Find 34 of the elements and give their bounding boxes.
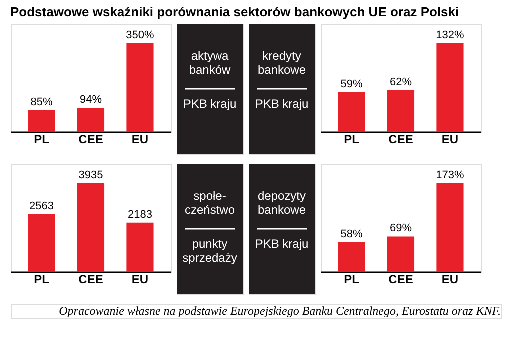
data-label: 2183 bbox=[128, 208, 152, 221]
x-tick-label: EU bbox=[132, 272, 149, 286]
data-label: 3935 bbox=[78, 169, 104, 182]
x-tick-label: CEE bbox=[78, 132, 104, 146]
text: PKB kraju bbox=[255, 97, 309, 111]
x-tick-label: EU bbox=[132, 132, 149, 146]
x-tick-label: PL bbox=[34, 132, 50, 146]
data-label: 62% bbox=[390, 76, 412, 88]
x-tick-label: PL bbox=[34, 272, 50, 286]
x-tick-label: EU bbox=[442, 272, 459, 286]
data-label: 2563 bbox=[30, 200, 54, 212]
text: depozyty bankowe bbox=[258, 189, 306, 217]
x-tick-label: CEE bbox=[388, 272, 414, 286]
text: PKB kraju bbox=[183, 97, 237, 111]
text: społe- czeństwo bbox=[184, 189, 236, 217]
data-label: 58% bbox=[340, 228, 363, 240]
text: punkty sprzedaży bbox=[182, 237, 238, 265]
data-label: 94% bbox=[80, 94, 102, 106]
text: PKB kraju bbox=[255, 237, 309, 251]
text: kredyty bankowe bbox=[258, 49, 306, 77]
data-label: 85% bbox=[30, 96, 53, 108]
x-tick-label: EU bbox=[442, 132, 459, 146]
x-tick-label: PL bbox=[344, 272, 360, 286]
text: Opracowanie własne na podstawie Europejskiego Banku Centralnego, Eurostatu oraz KNF. bbox=[59, 304, 501, 318]
text: Podstawowe wskaźniki porównania sektorów bankowych UE oraz Polski bbox=[10, 4, 460, 20]
text: aktywa banków bbox=[189, 49, 232, 77]
x-tick-label: PL bbox=[344, 132, 360, 146]
data-label: 350% bbox=[126, 29, 155, 42]
x-tick-label: CEE bbox=[78, 272, 104, 286]
data-label: 132% bbox=[436, 29, 465, 42]
data-label: 59% bbox=[340, 78, 363, 90]
x-tick-label: CEE bbox=[388, 132, 414, 146]
data-label: 69% bbox=[390, 222, 412, 235]
data-label: 173% bbox=[436, 169, 465, 182]
